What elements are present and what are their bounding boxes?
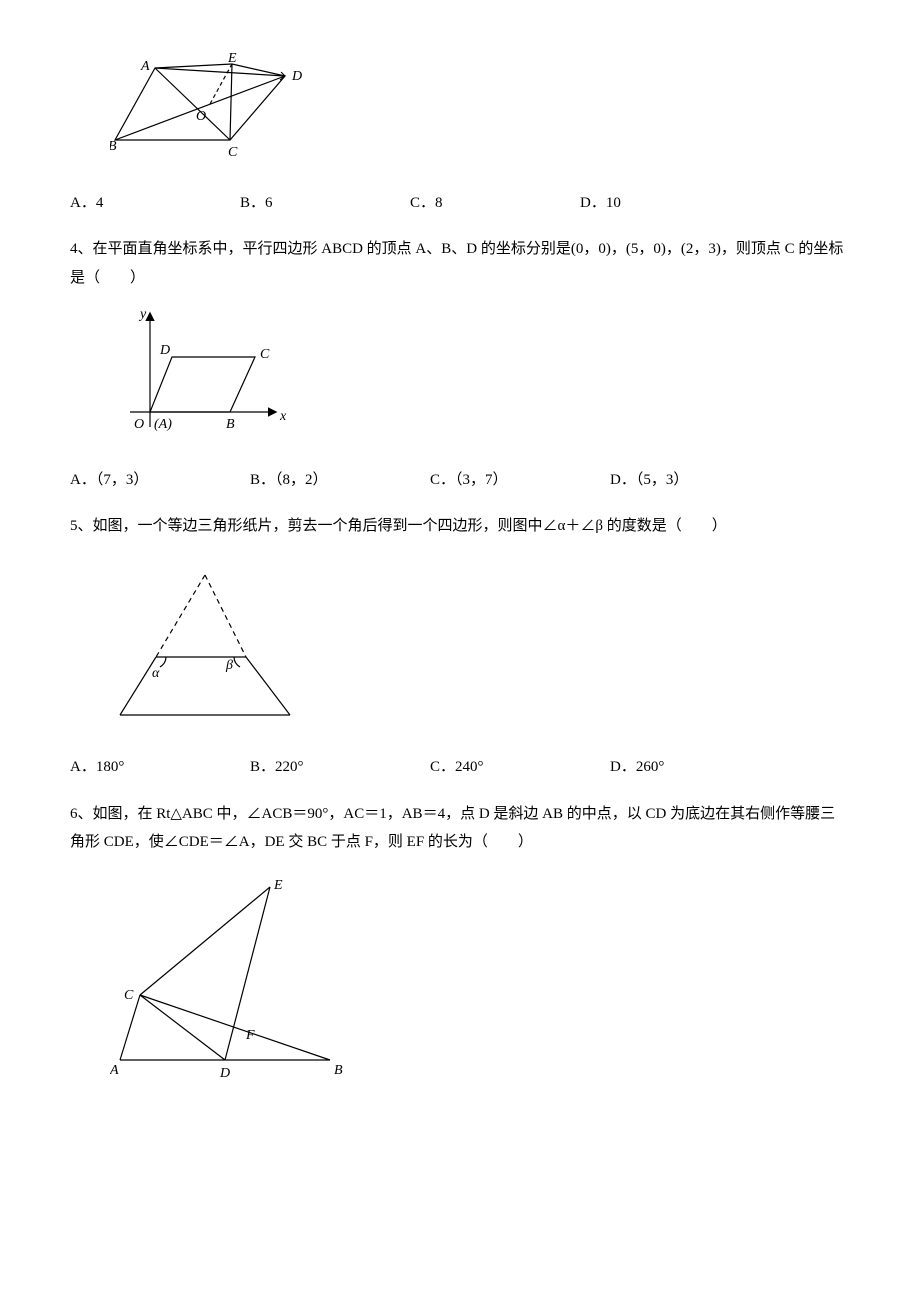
q4-option-c: C．（3，7） xyxy=(430,466,610,495)
svg-text:D: D xyxy=(219,1066,230,1080)
svg-text:D: D xyxy=(291,69,302,84)
q4-option-d: D．（5，3） xyxy=(610,466,790,495)
svg-text:α: α xyxy=(152,666,160,681)
q3-option-d: D．10 xyxy=(580,189,750,218)
svg-text:F: F xyxy=(245,1028,255,1043)
svg-text:y: y xyxy=(138,307,147,322)
q5-text: 5、如图，一个等边三角形纸片，剪去一个角后得到一个四边形，则图中∠α＋∠β 的度… xyxy=(70,512,850,541)
svg-text:O: O xyxy=(134,417,144,432)
q4-option-b: B．（8，2） xyxy=(250,466,430,495)
svg-text:A: A xyxy=(110,1063,119,1078)
q4-figure: O (A) B C D x y xyxy=(110,302,850,448)
q3-option-c: C．8 xyxy=(410,189,580,218)
svg-text:B: B xyxy=(334,1063,343,1078)
svg-text:A: A xyxy=(140,59,150,74)
q3-option-b: B．6 xyxy=(240,189,410,218)
q6-text: 6、如图，在 Rt△ABC 中，∠ACB＝90°，AC＝1，AB＝4，点 D 是… xyxy=(70,800,850,857)
svg-text:C: C xyxy=(260,347,270,362)
q6-figure: A B C D E F xyxy=(110,875,850,1091)
q5-option-d: D．260° xyxy=(610,753,790,782)
svg-text:β: β xyxy=(225,658,233,673)
q5-option-a: A．180° xyxy=(70,753,250,782)
q4-text: 4、在平面直角坐标系中，平行四边形 ABCD 的顶点 A、B、D 的坐标分别是(… xyxy=(70,235,850,292)
svg-text:C: C xyxy=(124,988,134,1003)
svg-text:B: B xyxy=(226,417,235,432)
svg-text:E: E xyxy=(227,51,237,66)
q4-option-a: A．（7，3） xyxy=(70,466,250,495)
q3-figure: A B C D E O xyxy=(110,50,850,171)
q4-options: A．（7，3） B．（8，2） C．（3，7） D．（5，3） xyxy=(70,466,850,495)
svg-text:C: C xyxy=(228,145,238,160)
svg-text:E: E xyxy=(273,878,283,893)
svg-text:(A): (A) xyxy=(154,417,172,432)
q5-options: A．180° B．220° C．240° D．260° xyxy=(70,753,850,782)
svg-text:x: x xyxy=(279,409,287,424)
svg-text:O: O xyxy=(196,109,206,124)
svg-text:D: D xyxy=(159,343,170,358)
svg-text:B: B xyxy=(110,139,117,154)
q3-options: A．4 B．6 C．8 D．10 xyxy=(70,189,850,218)
q5-option-b: B．220° xyxy=(250,753,430,782)
q5-option-c: C．240° xyxy=(430,753,610,782)
q5-figure: α β xyxy=(110,565,850,736)
q3-option-a: A．4 xyxy=(70,189,240,218)
